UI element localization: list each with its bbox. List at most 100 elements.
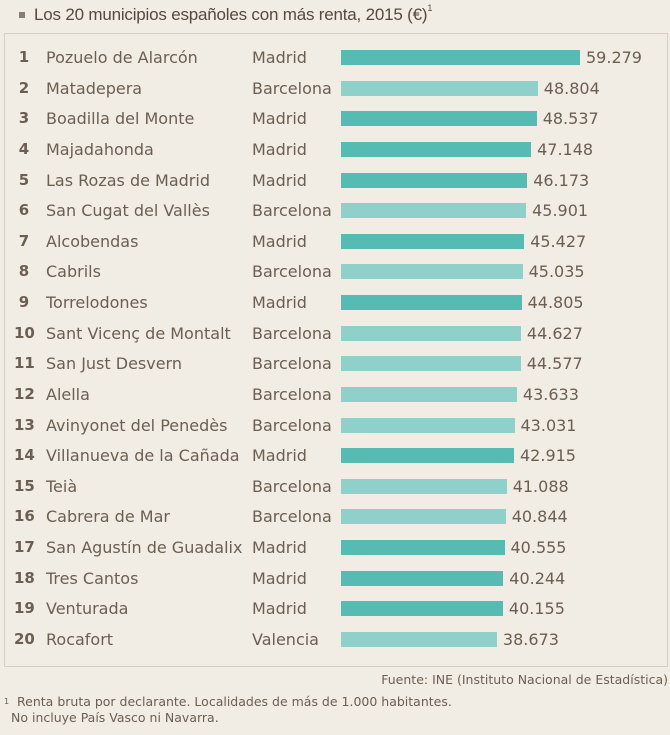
value-label: 44.627 [526, 323, 583, 343]
table-row: 6 San Cugat del Vallès Barcelona 45.901 [0, 195, 670, 226]
bar [341, 601, 503, 617]
municipality-label: Majadahonda [46, 139, 154, 159]
table-row: 20 Rocafort Valencia 38.673 [0, 624, 670, 655]
rank-label: 3 [18, 109, 30, 128]
bar [341, 233, 525, 249]
value-label: 45.035 [528, 262, 585, 282]
province-label: Madrid [252, 446, 307, 466]
table-row: 9 Torrelodones Madrid 44.805 [0, 287, 670, 318]
rank-label: 15 [14, 476, 35, 495]
rank-label: 19 [14, 599, 35, 618]
province-label: Madrid [252, 568, 307, 588]
table-row: 1 Pozuelo de Alarcón Madrid 59.279 [0, 42, 670, 73]
value-label: 47.148 [537, 139, 594, 159]
bar [341, 478, 507, 494]
province-label: Madrid [252, 599, 307, 619]
bar [341, 141, 532, 157]
municipality-label: Boadilla del Monte [46, 109, 195, 129]
municipality-label: Villanueva de la Cañada [46, 446, 240, 466]
bar [341, 203, 527, 219]
municipality-label: Pozuelo de Alarcón [46, 48, 198, 67]
bar [341, 386, 517, 402]
value-label: 46.173 [533, 170, 590, 190]
province-label: Madrid [252, 538, 307, 558]
province-label: Valencia [252, 629, 319, 649]
table-row: 18 Tres Cantos Madrid 40.244 [0, 563, 670, 594]
municipality-label: Torrelodones [46, 293, 148, 313]
table-row: 13 Avinyonet del Penedès Barcelona 43.031 [0, 410, 670, 441]
value-label: 40.155 [508, 599, 565, 619]
bar [341, 631, 497, 647]
municipality-label: San Cugat del Vallès [46, 201, 210, 221]
bar [341, 448, 514, 464]
value-label: 45.427 [530, 231, 587, 251]
bar [341, 570, 504, 586]
municipality-label: Rocafort [46, 629, 114, 649]
municipality-label: Matadepera [46, 78, 143, 98]
municipality-label: Avinyonet del Penedès [46, 415, 228, 435]
table-row: 3 Boadilla del Monte Madrid 48.537 [0, 103, 670, 134]
province-label: Barcelona [252, 507, 332, 527]
chart-header: Los 20 municipios españoles con más rent… [0, 0, 670, 38]
table-row: 7 Alcobendas Madrid 45.427 [0, 226, 670, 257]
bar [341, 50, 580, 65]
value-label: 41.088 [512, 476, 569, 496]
municipality-label: Alcobendas [46, 231, 139, 251]
rank-label: 10 [14, 323, 35, 342]
value-label: 48.537 [542, 109, 599, 129]
source-note: Fuente: INE (Instituto Nacional de Estad… [381, 672, 668, 687]
bar [341, 172, 528, 188]
rank-label: 8 [18, 262, 30, 281]
rank-label: 4 [18, 139, 30, 158]
chart-panel [4, 33, 668, 667]
province-label: Madrid [252, 139, 307, 159]
province-label: Barcelona [252, 262, 332, 282]
province-label: Barcelona [252, 476, 332, 496]
municipality-label: San Agustín de Guadalix [46, 538, 243, 558]
value-label: 43.633 [522, 384, 579, 404]
footnote-line-2: No incluye País Vasco ni Navarra. [11, 710, 219, 725]
municipality-label: Cabrera de Mar [46, 507, 170, 527]
table-row: 15 Teià Barcelona 41.088 [0, 471, 670, 502]
province-label: Barcelona [252, 323, 332, 343]
table-row: 16 Cabrera de Mar Barcelona 40.844 [0, 501, 670, 532]
rank-label: 14 [14, 446, 35, 465]
bar [341, 540, 505, 556]
bar [341, 111, 537, 127]
province-label: Barcelona [252, 415, 332, 435]
rank-label: 1 [18, 48, 30, 66]
municipality-label: Alella [46, 384, 90, 404]
value-label: 40.555 [510, 538, 567, 558]
rank-label: 20 [14, 629, 35, 648]
bar [341, 509, 506, 525]
chart-title: Los 20 municipios españoles con más rent… [34, 3, 433, 24]
municipality-label: Tres Cantos [46, 568, 139, 588]
municipality-label: Cabrils [46, 262, 101, 282]
value-label: 40.844 [511, 507, 568, 527]
rank-label: 16 [14, 507, 35, 526]
rank-label: 17 [14, 538, 35, 557]
province-label: Madrid [252, 293, 307, 313]
table-row: 5 Las Rozas de Madrid Madrid 46.173 [0, 165, 670, 196]
bar [341, 325, 521, 341]
value-label: 42.915 [520, 446, 576, 466]
province-label: Madrid [252, 231, 307, 251]
footnote-line-1: 1 Renta bruta por declarante. Localidade… [4, 694, 452, 709]
province-label: Madrid [252, 48, 307, 67]
rank-label: 18 [14, 568, 35, 587]
bar [341, 417, 515, 433]
title-bullet-icon [19, 12, 25, 18]
value-label: 44.577 [526, 354, 583, 374]
rank-label: 11 [14, 354, 35, 373]
rank-label: 13 [14, 415, 35, 434]
bar [341, 80, 538, 96]
table-row: 8 Cabrils Barcelona 45.035 [0, 256, 670, 287]
table-row: 14 Villanueva de la Cañada Madrid 42.915 [0, 440, 670, 471]
province-label: Barcelona [252, 78, 332, 98]
rank-label: 2 [18, 78, 30, 97]
rank-label: 5 [18, 170, 30, 189]
province-label: Barcelona [252, 354, 332, 374]
bar [341, 264, 523, 280]
value-label: 38.673 [502, 629, 559, 649]
table-row: 17 San Agustín de Guadalix Madrid 40.555 [0, 532, 670, 563]
